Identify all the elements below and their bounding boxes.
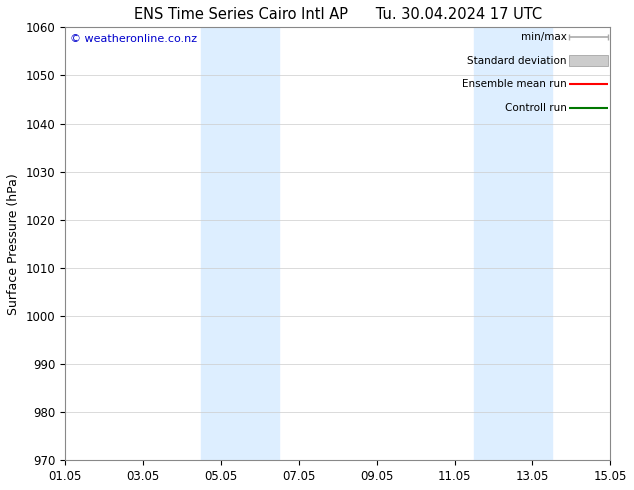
Text: © weatheronline.co.nz: © weatheronline.co.nz: [70, 34, 198, 44]
Text: Ensemble mean run: Ensemble mean run: [462, 79, 567, 90]
Text: Controll run: Controll run: [505, 103, 567, 113]
Bar: [474, 27, 552, 460]
Text: min/max: min/max: [521, 32, 567, 42]
Bar: [202, 27, 279, 460]
Text: Standard deviation: Standard deviation: [467, 56, 567, 66]
Line: 2 pts: 2 pts: [566, 33, 611, 40]
Title: ENS Time Series Cairo Intl AP      Tu. 30.04.2024 17 UTC: ENS Time Series Cairo Intl AP Tu. 30.04.…: [134, 7, 541, 22]
Y-axis label: Surface Pressure (hPa): Surface Pressure (hPa): [7, 173, 20, 315]
Bar: [569, 55, 607, 66]
